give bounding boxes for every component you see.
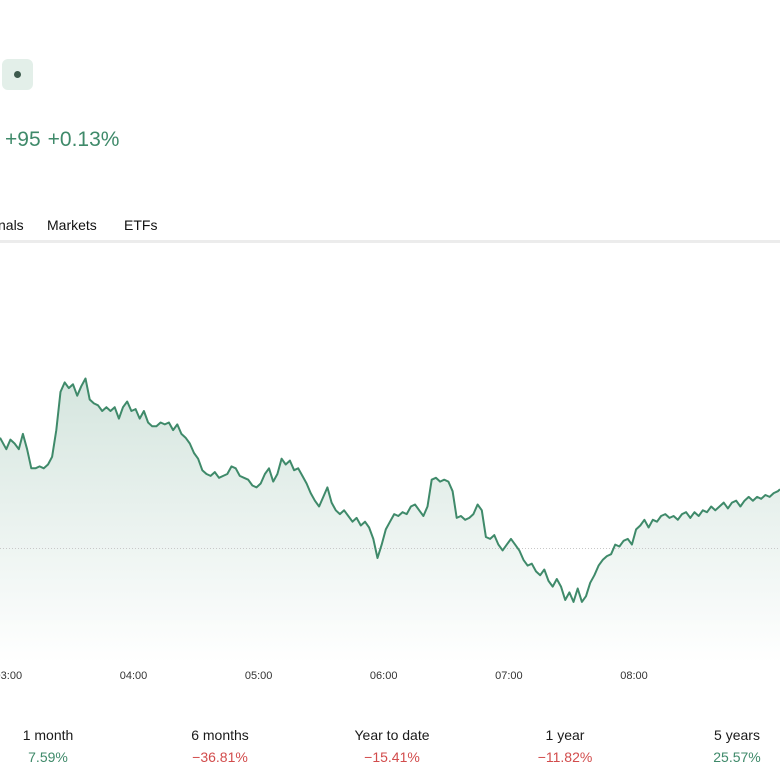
perf-value: −11.82% [537,749,593,765]
x-tick-label: 03:00 [0,670,22,682]
perf-1-year[interactable]: 1 year −11.82% [500,726,630,766]
tab-etfs[interactable]: ETFs [124,217,158,233]
perf-value: 25.57% [713,749,761,765]
perf-6-months[interactable]: 6 months −36.81% [155,726,285,766]
perf-value: −15.41% [364,749,420,765]
x-tick-label: 04:00 [120,670,148,682]
tab-markets[interactable]: Markets [47,217,97,233]
change-percent: +0.13% [47,128,120,151]
tab-fundamentals[interactable]: nals [0,217,24,233]
perf-label: 1 month [22,727,74,743]
price-area-fill [0,378,780,663]
perf-value: 7.59% [28,749,68,765]
x-tick-label: 05:00 [245,670,273,682]
performance-summary: 1 month 7.59% 6 months −36.81% Year to d… [0,726,780,770]
perf-label: 6 months [191,727,249,743]
perf-year-to-date[interactable]: Year to date −15.41% [327,726,457,766]
perf-label: 1 year [545,727,585,743]
perf-value: −36.81% [192,749,248,765]
perf-label: 5 years [714,727,760,743]
tabs-divider [0,240,780,243]
x-tick-label: 06:00 [370,670,398,682]
section-tabs: nals Markets ETFs [0,217,780,239]
perf-5-years[interactable]: 5 years 25.57% [672,726,780,766]
price-change: +95 +0.13% [5,128,119,152]
perf-label: Year to date [354,727,430,743]
price-line [0,377,780,603]
dot-icon [14,71,21,78]
perf-1-month[interactable]: 1 month 7.59% [0,726,113,766]
x-tick-label: 07:00 [495,670,523,682]
price-chart[interactable]: 03:00 04:00 05:00 06:00 07:00 08:00 [0,243,780,693]
change-points: +95 [5,128,41,151]
x-tick-label: 08:00 [620,670,648,682]
